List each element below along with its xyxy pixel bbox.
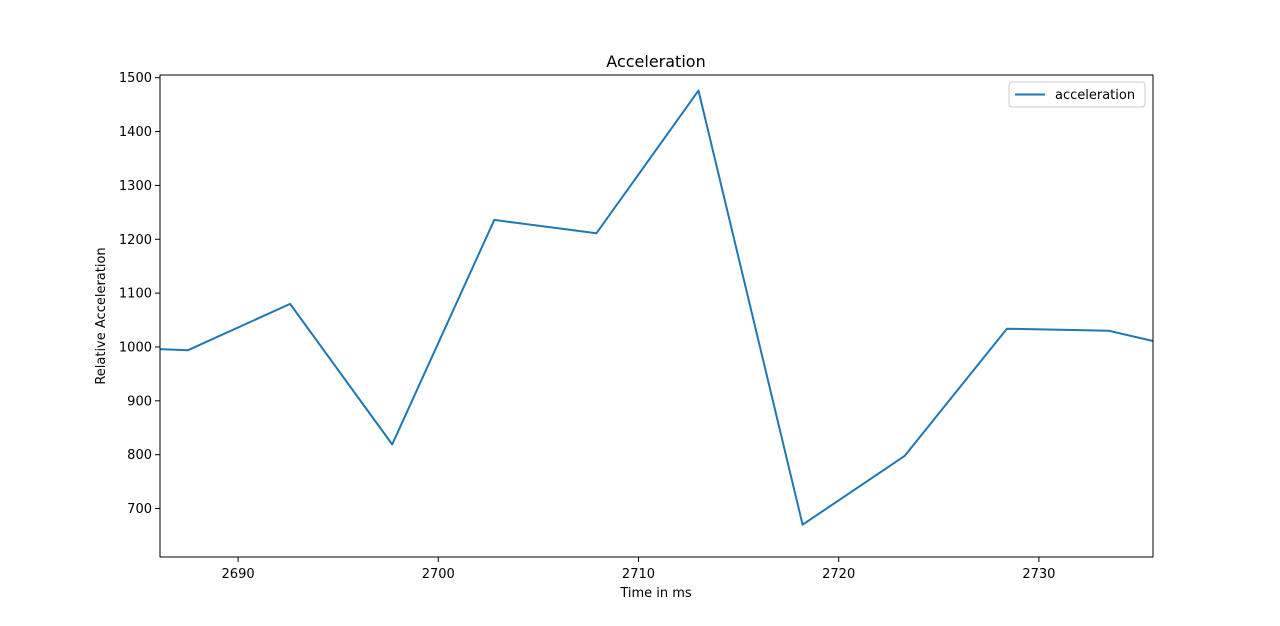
y-axis: 700 800 900 1000 1100 1200 1300 1400 1500 — [119, 71, 160, 517]
x-tick-label: 2720 — [822, 567, 855, 582]
y-axis-title: Relative Acceleration — [94, 247, 109, 384]
x-axis: 2690 2700 2710 2720 2730 — [222, 557, 1055, 582]
y-tick-label: 1100 — [119, 287, 152, 302]
plot-frame — [159, 74, 1154, 558]
plot-area — [159, 74, 1154, 558]
x-axis-title: Time in ms — [619, 586, 692, 601]
y-tick-label: 700 — [127, 502, 152, 517]
chart-title: Acceleration — [606, 52, 705, 71]
y-tick-label: 1500 — [119, 71, 152, 86]
y-tick-label: 1200 — [119, 233, 152, 248]
x-tick-label: 2690 — [222, 567, 255, 582]
legend-box — [1008, 81, 1146, 108]
x-tick-label: 2730 — [1022, 567, 1055, 582]
x-tick-label: 2700 — [422, 567, 455, 582]
y-tick-label: 1400 — [119, 125, 152, 140]
series-line-acceleration — [160, 89, 1153, 526]
legend: acceleration — [1008, 81, 1146, 108]
y-tick-label: 1300 — [119, 179, 152, 194]
legend-label-acceleration: acceleration — [1055, 88, 1135, 103]
y-tick-label: 900 — [127, 394, 152, 409]
x-tick-label: 2710 — [622, 567, 655, 582]
y-tick-label: 1000 — [119, 340, 152, 355]
y-tick-label: 800 — [127, 448, 152, 463]
